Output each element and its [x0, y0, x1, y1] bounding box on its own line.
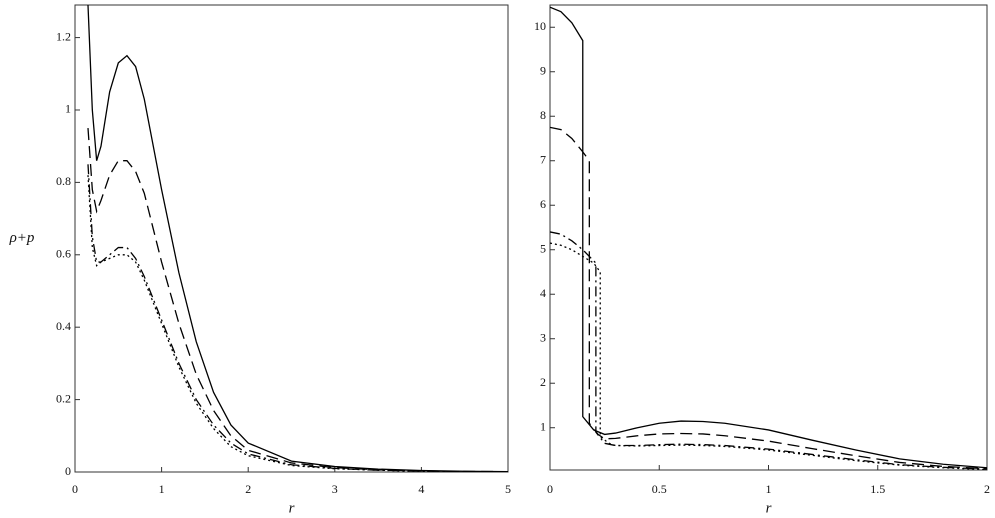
series-line	[550, 231, 987, 470]
y-tick-label: 6	[540, 197, 546, 211]
x-tick-label: 1	[766, 482, 772, 496]
x-tick-label: 5	[505, 482, 511, 496]
y-tick-label: 9	[540, 63, 546, 77]
y-tick-label: 0.8	[56, 174, 71, 188]
x-tick-label: 3	[332, 482, 338, 496]
y-tick-label: 10	[534, 19, 546, 33]
y-tick-label: 1.2	[56, 29, 71, 43]
y-tick-label: 1	[65, 102, 71, 116]
x-axis-label: r	[289, 500, 295, 516]
x-tick-label: 2	[245, 482, 251, 496]
x-tick-label: 2	[984, 482, 990, 496]
x-tick-label: 0	[72, 482, 78, 496]
y-tick-label: 3	[540, 330, 546, 344]
series-line	[87, 175, 508, 472]
series-line	[550, 6, 987, 469]
x-tick-label: 0.5	[652, 482, 667, 496]
y-tick-label: 8	[540, 108, 546, 122]
plot: 0 0.5 1 1.5 2 1 2 3 4 5 6 7 8 9 10 r	[534, 4, 990, 516]
y-tick-label: 0	[65, 464, 71, 478]
y-tick-label: 0.4	[56, 319, 71, 333]
y-tick-label: 5	[540, 241, 546, 255]
plot: 0 1 2 3 4 5 0 0.2 0.4 0.6 0.8 1 1.2 r ρ+p	[9, 4, 511, 516]
x-axis-label: r	[766, 500, 772, 516]
x-tick-label: 4	[418, 482, 424, 496]
y-tick-label: 0.2	[56, 391, 71, 405]
series-line	[87, 128, 508, 472]
y-tick-label: 7	[540, 152, 546, 166]
y-tick-label: 2	[540, 375, 546, 389]
series-line	[550, 242, 987, 470]
y-tick-label: 0.6	[56, 247, 71, 261]
x-tick-label: 1	[159, 482, 165, 496]
series-line	[87, 164, 508, 472]
y-axis-label: ρ+p	[9, 230, 35, 246]
x-tick-label: 0	[547, 482, 553, 496]
plot-frame	[549, 4, 988, 471]
series-line	[87, 5, 508, 472]
y-tick-label: 1	[540, 419, 546, 433]
x-tick-label: 1.5	[870, 482, 885, 496]
plot-frame	[74, 4, 509, 473]
series-line	[550, 126, 987, 470]
y-tick-label: 4	[540, 286, 546, 300]
